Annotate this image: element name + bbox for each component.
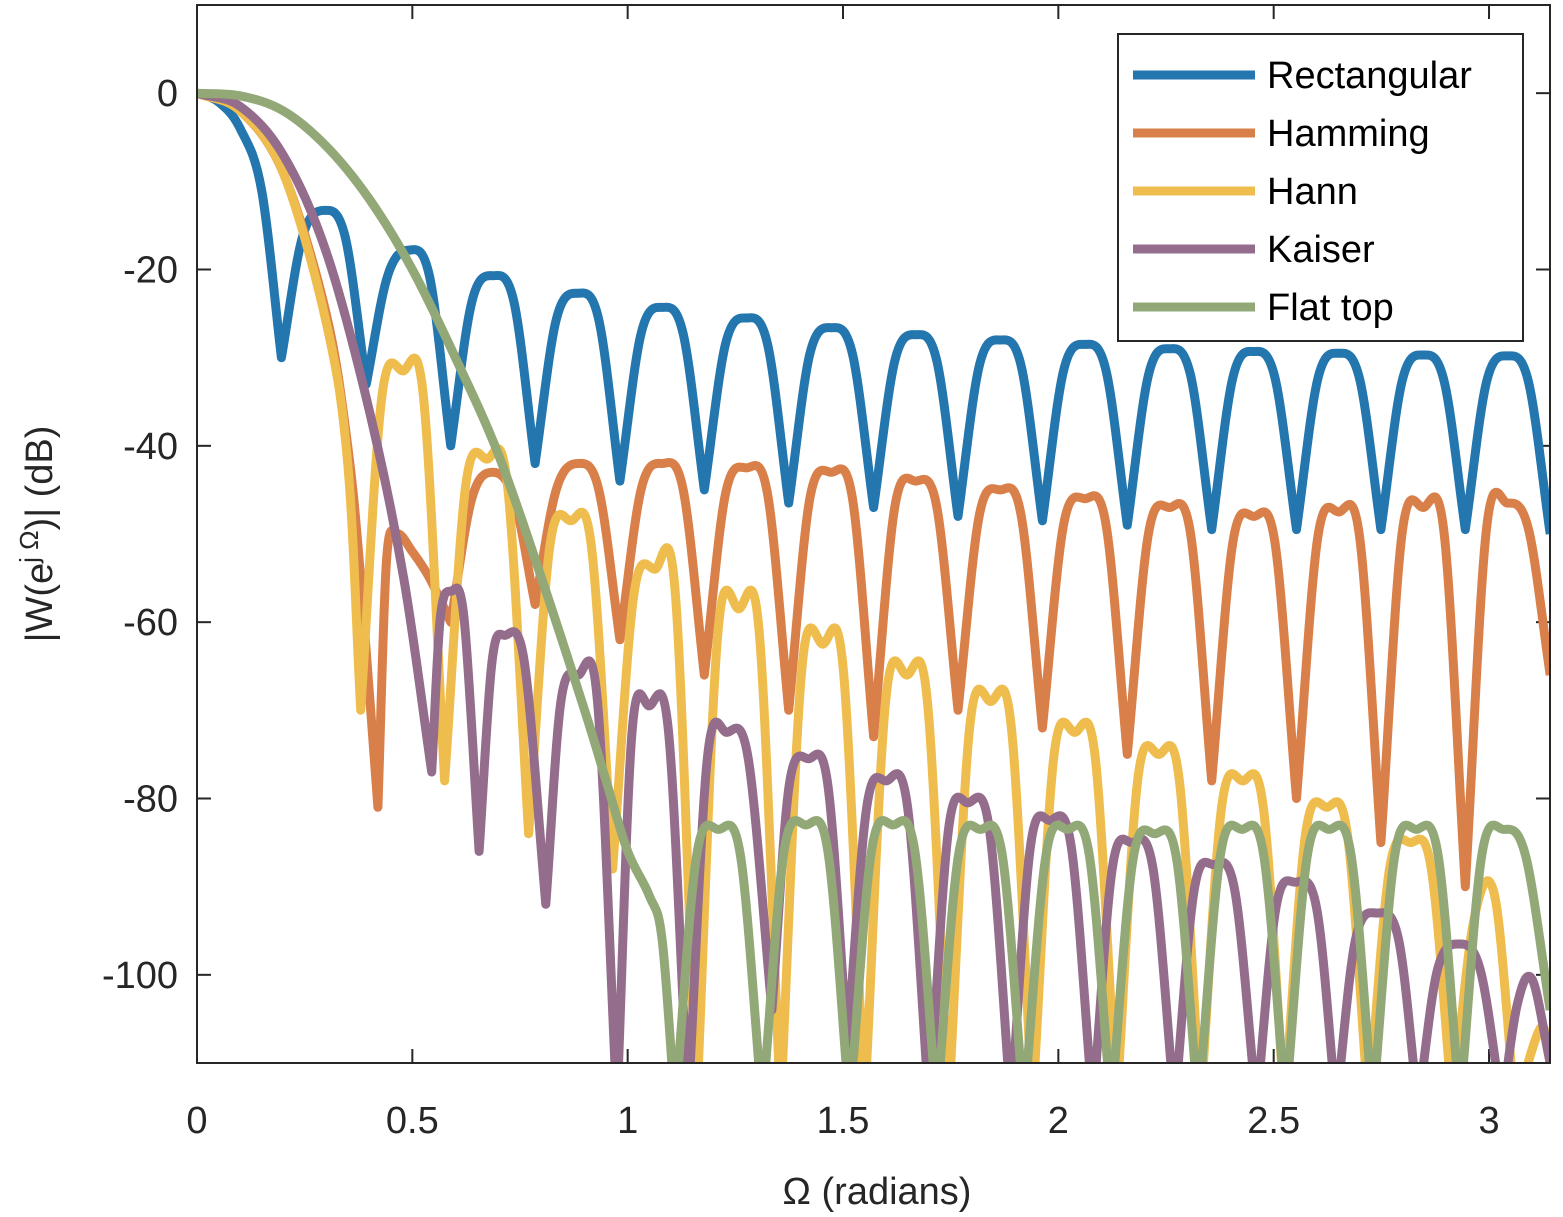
plot-area bbox=[197, 88, 1550, 1063]
y-tick-label: -20 bbox=[123, 250, 178, 292]
x-axis-label: Ω (radians) bbox=[783, 1171, 972, 1213]
x-tick-label: 2.5 bbox=[1247, 1100, 1300, 1142]
y-tick-label: 0 bbox=[157, 73, 178, 115]
legend-label: Hamming bbox=[1267, 113, 1430, 155]
y-label-superscript: j Ω bbox=[14, 530, 44, 563]
x-tick-label: 3 bbox=[1478, 1100, 1499, 1142]
y-axis-label: |W(ej Ω)| (dB) bbox=[14, 426, 61, 643]
x-tick-label: 1 bbox=[617, 1100, 638, 1142]
legend-label: Rectangular bbox=[1267, 55, 1472, 97]
y-label-part: |W(e bbox=[19, 563, 61, 643]
series-line bbox=[197, 88, 1550, 1063]
x-tick-label: 2 bbox=[1048, 1100, 1069, 1142]
series-line bbox=[197, 88, 1550, 1063]
x-tick-label: 0 bbox=[186, 1100, 207, 1142]
legend: Rectangular Hamming Hann Kaiser Flat top bbox=[1117, 33, 1524, 342]
y-tick-label: -40 bbox=[123, 426, 178, 468]
x-tick-label: 0.5 bbox=[386, 1100, 439, 1142]
y-tick-label: -60 bbox=[123, 602, 178, 644]
axes-box bbox=[196, 4, 1551, 1064]
legend-label: Hann bbox=[1267, 171, 1358, 213]
y-tick-label: -100 bbox=[102, 955, 178, 997]
legend-label: Flat top bbox=[1267, 287, 1394, 329]
legend-label: Kaiser bbox=[1267, 229, 1375, 271]
y-label-part: )| (dB) bbox=[19, 426, 61, 531]
x-tick-label: 1.5 bbox=[817, 1100, 870, 1142]
y-tick-label: -80 bbox=[123, 779, 178, 821]
